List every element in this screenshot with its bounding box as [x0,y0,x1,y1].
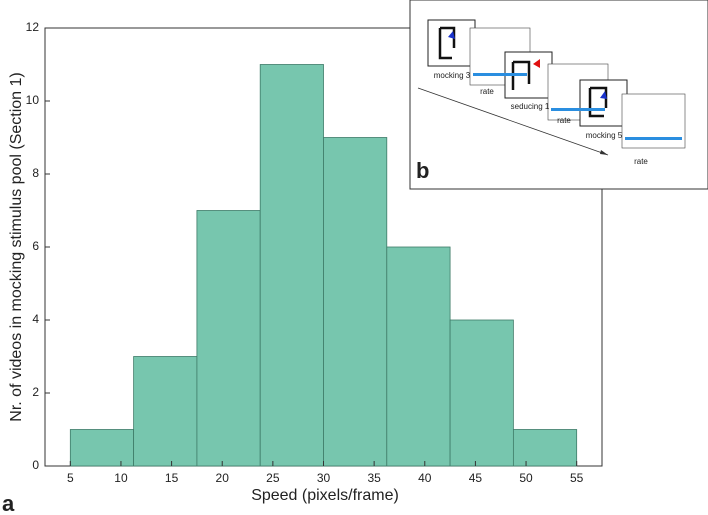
agent [533,59,540,68]
bar [323,137,388,467]
y-tick-label: 8 [32,166,39,180]
x-tick-label: 50 [519,471,533,485]
x-tick-label: 30 [317,471,331,485]
x-tick-label: 55 [570,471,584,485]
arrow [417,87,609,156]
bar [196,210,261,467]
x-axis-label: Speed (pixels/frame) [251,487,399,504]
bar [512,429,578,467]
bar [69,429,135,467]
button [551,108,605,111]
y-tick-label: 10 [26,93,40,107]
x-tick-label: 5 [67,471,74,485]
maze [438,26,456,60]
x-tick-label: 35 [367,471,381,485]
button [473,73,527,76]
agent [600,91,607,99]
x-tick-label: 10 [114,471,128,485]
panel-label: b [416,158,429,183]
panel-label: a [2,491,15,515]
caption: mocking 3 [434,71,471,80]
agent [448,31,455,39]
y-tick-label: 6 [32,239,39,253]
caption: seducing 1 [511,102,550,111]
inset: mocking 3 rate seducing 1 rate mocking 5… [409,0,708,190]
y-tick-label: 4 [32,312,39,326]
caption: rate [480,87,494,96]
x-tick-label: 20 [216,471,230,485]
caption: rate [557,116,571,125]
x-tick-label: 15 [165,471,179,485]
y-axis-label: Nr. of videos in mocking stimulus pool (… [8,72,25,421]
bar [449,319,514,467]
x-tick-label: 40 [418,471,432,485]
x-tick-label: 25 [266,471,280,485]
bar [386,246,451,467]
y-tick-label: 12 [26,20,40,34]
bar [259,64,324,467]
maze [588,86,608,118]
plot: 0 2 4 6 8 10 12 5 10 15 20 25 30 35 40 45 50 55 [26,20,603,485]
x-tick-label: 45 [469,471,483,485]
arrow-head [600,150,608,155]
caption: rate [634,157,648,166]
button [625,137,682,140]
bar [133,356,198,467]
frame-3 [579,79,686,149]
y-tick-label: 2 [32,385,39,399]
caption: mocking 5 [586,131,623,140]
y-tick-label: 0 [32,458,39,472]
